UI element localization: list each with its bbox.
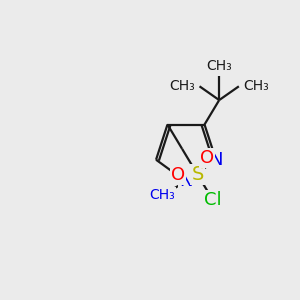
Text: CH₃: CH₃: [243, 79, 269, 93]
Text: CH₃: CH₃: [206, 59, 232, 73]
Text: O: O: [200, 148, 214, 166]
Text: Cl: Cl: [204, 191, 222, 209]
Text: S: S: [191, 165, 204, 184]
Text: N: N: [179, 172, 193, 190]
Text: CH₃: CH₃: [169, 79, 195, 93]
Text: O: O: [171, 166, 185, 184]
Text: CH₃: CH₃: [150, 188, 175, 202]
Text: N: N: [209, 151, 223, 169]
